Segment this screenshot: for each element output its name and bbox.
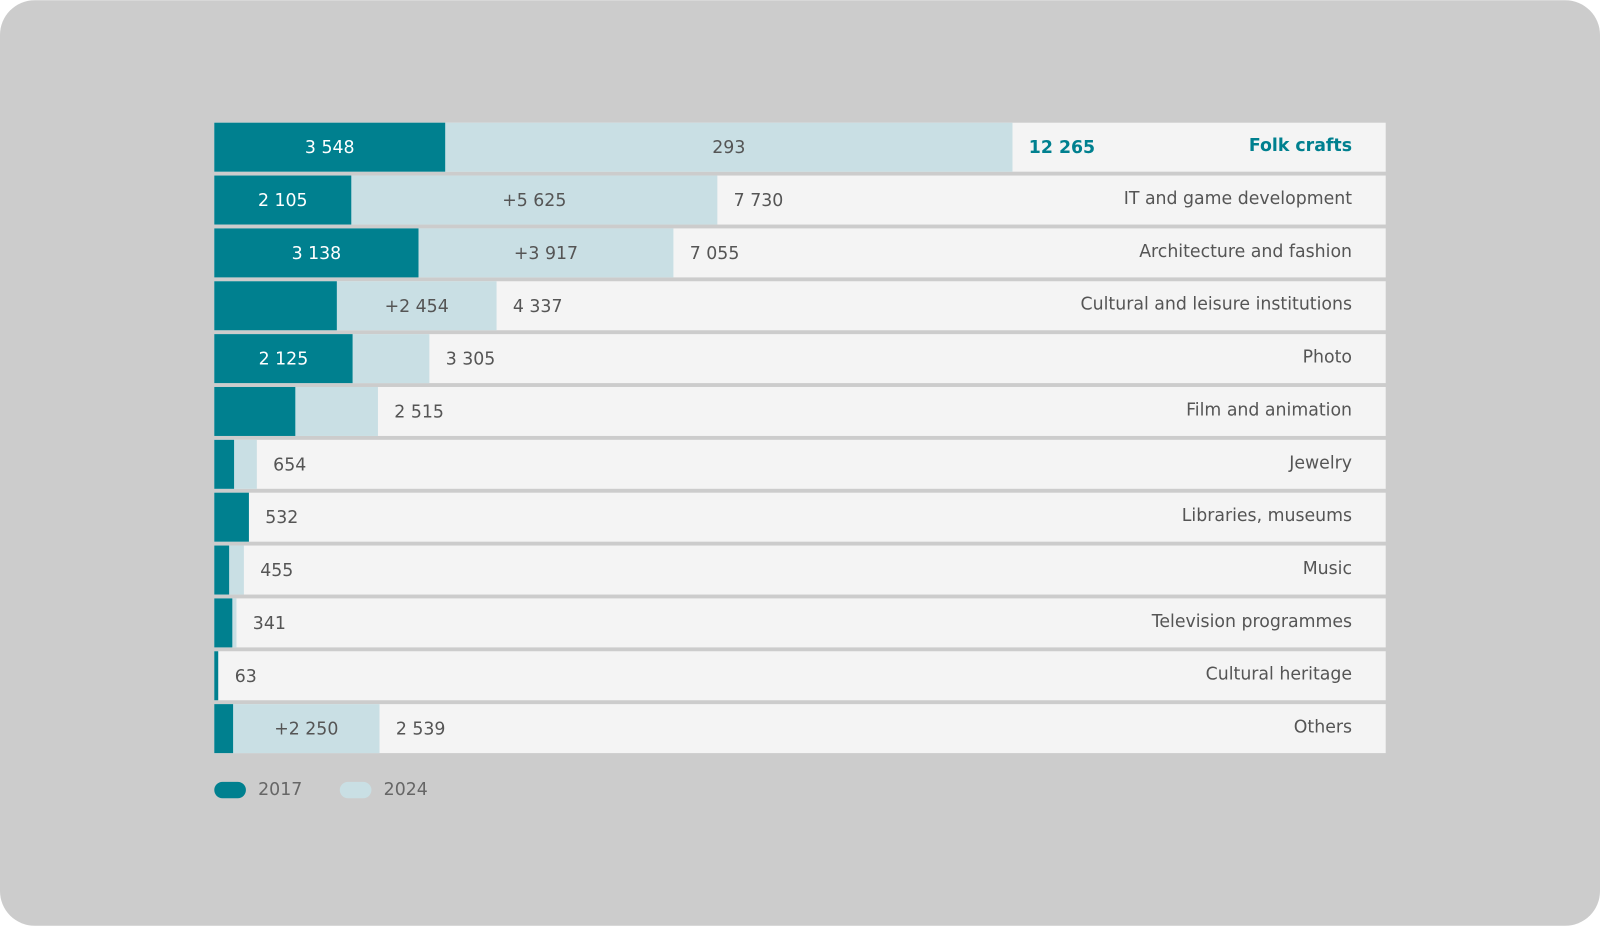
legend-label: 2024 xyxy=(384,780,428,800)
change-label: +5 625 xyxy=(502,191,566,211)
change-label: +2 250 xyxy=(274,720,338,740)
legend-swatch xyxy=(339,781,372,799)
category-label: IT and game development xyxy=(1124,189,1352,209)
row-background xyxy=(214,545,1386,595)
bar-2017 xyxy=(214,598,233,648)
category-label: Cultural and leisure institutions xyxy=(1081,295,1353,315)
bar-2017 xyxy=(214,386,296,436)
value-label-2024: 63 xyxy=(235,667,257,687)
category-label: Folk crafts xyxy=(1249,136,1352,156)
category-label: Architecture and fashion xyxy=(1139,242,1352,262)
change-label: +2 454 xyxy=(385,297,449,317)
category-label: Others xyxy=(1294,718,1352,738)
value-label-2017: 2 105 xyxy=(258,191,308,211)
bar-2017 xyxy=(214,228,419,278)
legend-label: 2017 xyxy=(258,780,302,800)
value-label-2017: 2 125 xyxy=(259,350,309,370)
row-background xyxy=(214,704,1386,754)
row-background xyxy=(214,651,1386,701)
value-label-2024: 532 xyxy=(265,508,298,528)
value-label-2024: 7 730 xyxy=(734,191,784,211)
row-background xyxy=(214,492,1386,542)
category-label: Cultural heritage xyxy=(1206,665,1352,685)
bar-2017 xyxy=(214,122,446,172)
value-label-2024: 455 xyxy=(260,561,293,581)
value-label-2024: 7 055 xyxy=(690,244,740,264)
bar-2017 xyxy=(214,175,352,225)
row-background xyxy=(214,598,1386,648)
value-label-2024: 341 xyxy=(253,614,286,634)
legend-swatch xyxy=(214,781,246,799)
bar-2017 xyxy=(214,492,249,542)
category-label: Music xyxy=(1303,559,1352,579)
category-label: Film and animation xyxy=(1186,400,1352,420)
bar-2024 xyxy=(214,704,380,754)
value-label-2024: 2 515 xyxy=(394,402,444,422)
value-label-2024: 4 337 xyxy=(513,297,563,317)
value-label-2024: 654 xyxy=(273,455,306,475)
bar-2017 xyxy=(214,334,353,384)
category-label: Television programmes xyxy=(1151,612,1352,632)
bar-2017 xyxy=(214,545,230,595)
category-label: Photo xyxy=(1303,348,1352,368)
change-label: +3 917 xyxy=(514,244,578,264)
value-label-2017: 3 548 xyxy=(305,138,355,158)
bar-2017 xyxy=(214,651,219,701)
value-label-2024: 2 539 xyxy=(396,720,446,740)
category-label: Jewelry xyxy=(1288,453,1352,473)
bar-2017 xyxy=(214,281,337,331)
change-label: 293 xyxy=(712,138,745,158)
bar-2017 xyxy=(214,704,234,754)
bar-2017 xyxy=(214,439,235,489)
value-label-2017: 3 138 xyxy=(292,244,342,264)
value-label-2024: 12 265 xyxy=(1029,138,1095,158)
value-label-2024: 3 305 xyxy=(446,350,496,370)
category-label: Libraries, museums xyxy=(1182,506,1352,526)
row-background xyxy=(214,439,1386,489)
row-background xyxy=(214,386,1386,436)
